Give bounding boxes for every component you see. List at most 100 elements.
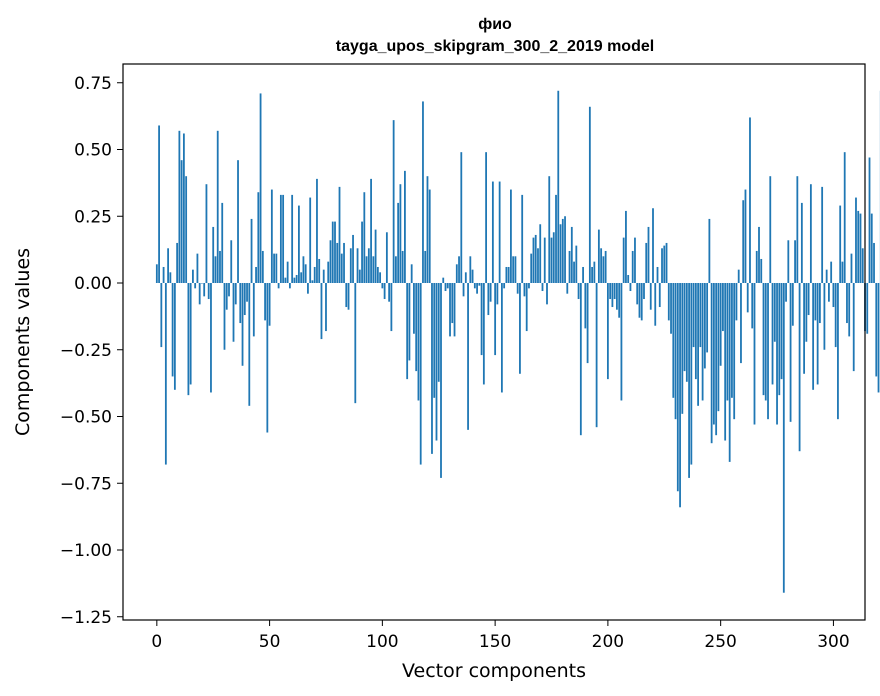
bar — [616, 283, 618, 310]
bar — [663, 245, 666, 283]
bar — [489, 283, 492, 302]
bar — [422, 101, 424, 283]
bar — [706, 283, 709, 353]
bar — [304, 264, 307, 283]
bar — [618, 283, 621, 318]
bar — [670, 283, 672, 334]
bar — [455, 264, 458, 283]
bar — [841, 261, 844, 283]
bar — [758, 226, 760, 283]
bar — [437, 283, 440, 382]
bar — [749, 117, 751, 284]
bar — [683, 283, 686, 372]
bar — [852, 283, 855, 372]
bar — [807, 283, 810, 316]
bar — [419, 283, 422, 465]
bar — [703, 283, 706, 369]
bar — [277, 283, 280, 289]
bar — [830, 261, 833, 283]
bar — [311, 280, 314, 283]
bar — [390, 283, 393, 332]
bar — [428, 189, 431, 283]
bar — [313, 266, 316, 283]
bar — [424, 250, 427, 283]
bar — [521, 194, 524, 283]
bar — [857, 210, 860, 283]
bar — [273, 253, 275, 283]
bar — [735, 283, 738, 321]
bar — [401, 250, 404, 283]
x-tick-label: 300 — [817, 632, 849, 652]
bar — [568, 250, 571, 283]
bar — [843, 152, 846, 283]
bar — [185, 176, 188, 283]
bar — [602, 256, 605, 283]
bar — [654, 283, 657, 326]
bar — [264, 283, 266, 321]
bar — [731, 283, 733, 398]
bar — [379, 272, 381, 283]
bar — [796, 176, 799, 283]
x-tick-label: 0 — [151, 632, 162, 652]
bar — [164, 283, 167, 465]
bar — [173, 283, 176, 390]
bar — [525, 283, 528, 332]
y-tick-label: 0.50 — [74, 141, 112, 161]
bar — [622, 237, 625, 283]
bar — [374, 229, 377, 283]
bar — [381, 283, 384, 289]
bar — [620, 283, 623, 401]
bar — [809, 184, 812, 283]
bar — [769, 176, 772, 283]
bar — [203, 283, 206, 297]
bar — [500, 283, 503, 393]
bar — [611, 283, 614, 308]
bar — [868, 157, 871, 283]
bar — [298, 205, 300, 283]
bar — [356, 248, 359, 283]
bar — [647, 226, 650, 283]
bar — [383, 283, 386, 300]
bar — [510, 189, 512, 283]
bar — [794, 240, 796, 283]
bar — [859, 213, 862, 283]
bar — [194, 283, 197, 289]
bar — [645, 242, 648, 283]
bar — [491, 181, 494, 283]
bar — [358, 269, 361, 283]
bar — [352, 234, 354, 283]
bar — [178, 130, 181, 283]
y-tick-label: 0.25 — [74, 207, 112, 227]
bar — [241, 283, 244, 366]
bar — [742, 200, 745, 283]
bar — [699, 283, 702, 348]
bar — [268, 283, 271, 326]
bar — [710, 283, 713, 444]
bar — [232, 283, 235, 342]
bar — [309, 197, 312, 283]
bar — [451, 283, 454, 324]
bar — [818, 283, 821, 324]
bar — [417, 283, 420, 401]
bar — [828, 283, 830, 302]
bar — [726, 283, 729, 401]
bar — [180, 160, 183, 283]
bar — [803, 283, 805, 374]
bar — [372, 256, 375, 283]
bar — [453, 283, 456, 337]
bar — [300, 272, 303, 283]
bar — [338, 186, 341, 283]
bar — [625, 210, 627, 283]
bar — [464, 272, 467, 283]
bar — [573, 261, 575, 283]
bar — [363, 192, 366, 283]
bar — [873, 242, 875, 283]
bar — [559, 224, 562, 283]
bar — [762, 283, 765, 396]
bar — [523, 283, 526, 297]
bar — [875, 283, 878, 377]
bar — [782, 283, 785, 593]
bar — [724, 283, 727, 441]
bar — [606, 283, 609, 380]
bar — [780, 283, 783, 380]
